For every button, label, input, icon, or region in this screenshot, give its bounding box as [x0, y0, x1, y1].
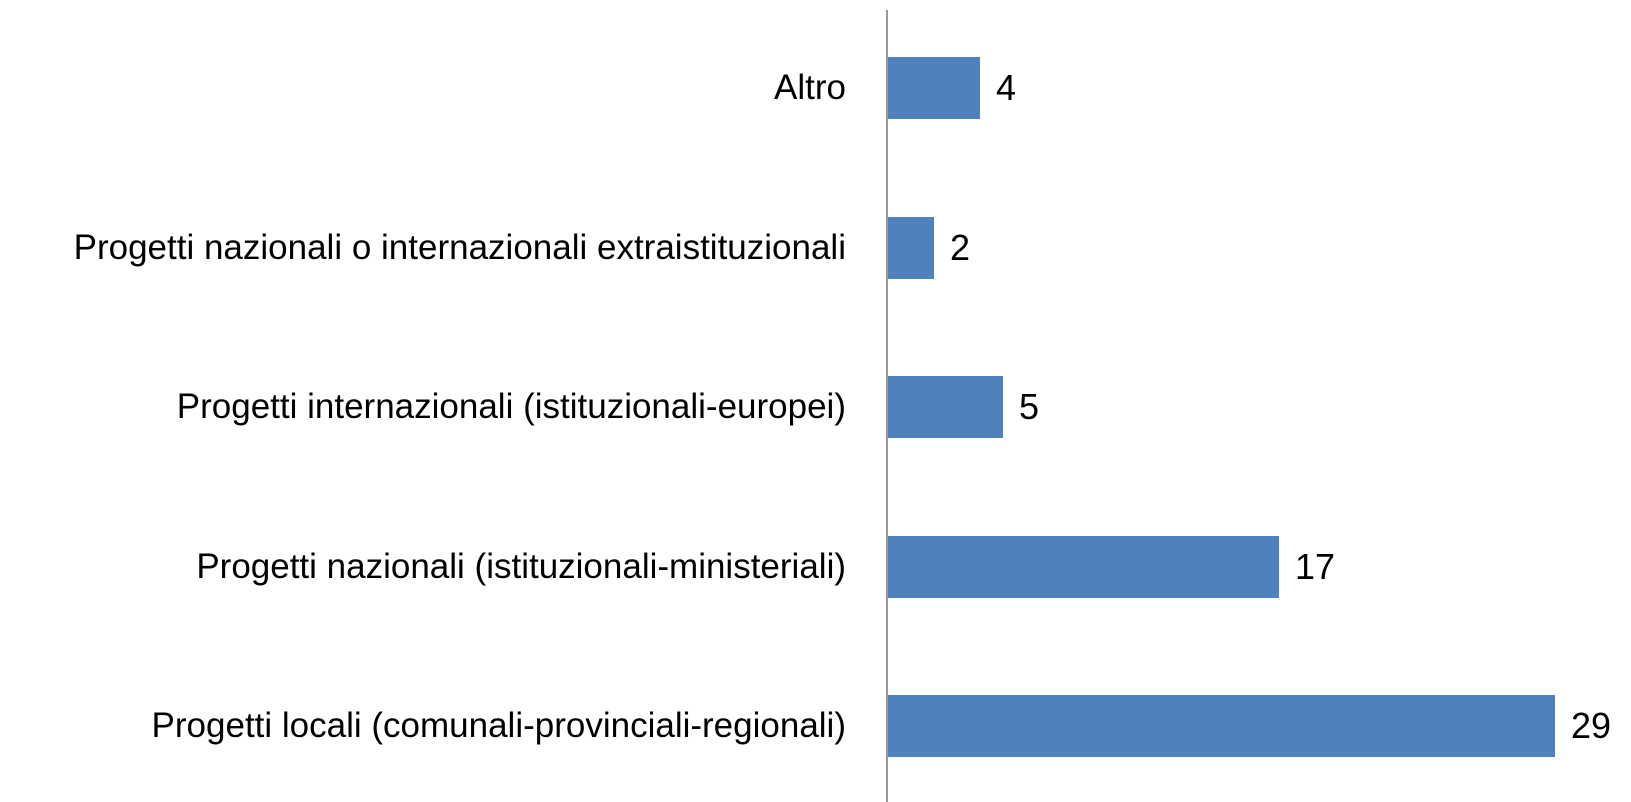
- data-label: 5: [1019, 386, 1040, 427]
- category-label: Altro: [774, 68, 846, 107]
- bar: [888, 216, 934, 279]
- data-label: 4: [996, 67, 1017, 108]
- category-label: Progetti locali (comunali-provinciali-re…: [151, 706, 846, 745]
- bar: [888, 535, 1279, 598]
- bar: [888, 695, 1555, 757]
- category-axis: [886, 10, 888, 802]
- category-label: Progetti internazionali (istituzionali-e…: [176, 387, 846, 426]
- bar: [888, 376, 1003, 438]
- data-label: 2: [950, 226, 971, 268]
- data-label: 29: [1571, 705, 1612, 746]
- category-label: Progetti nazionali (istituzionali-minist…: [196, 546, 846, 586]
- data-label: 17: [1295, 545, 1336, 587]
- bar: [888, 57, 980, 119]
- category-label: Progetti nazionali o internazionali extr…: [73, 227, 846, 267]
